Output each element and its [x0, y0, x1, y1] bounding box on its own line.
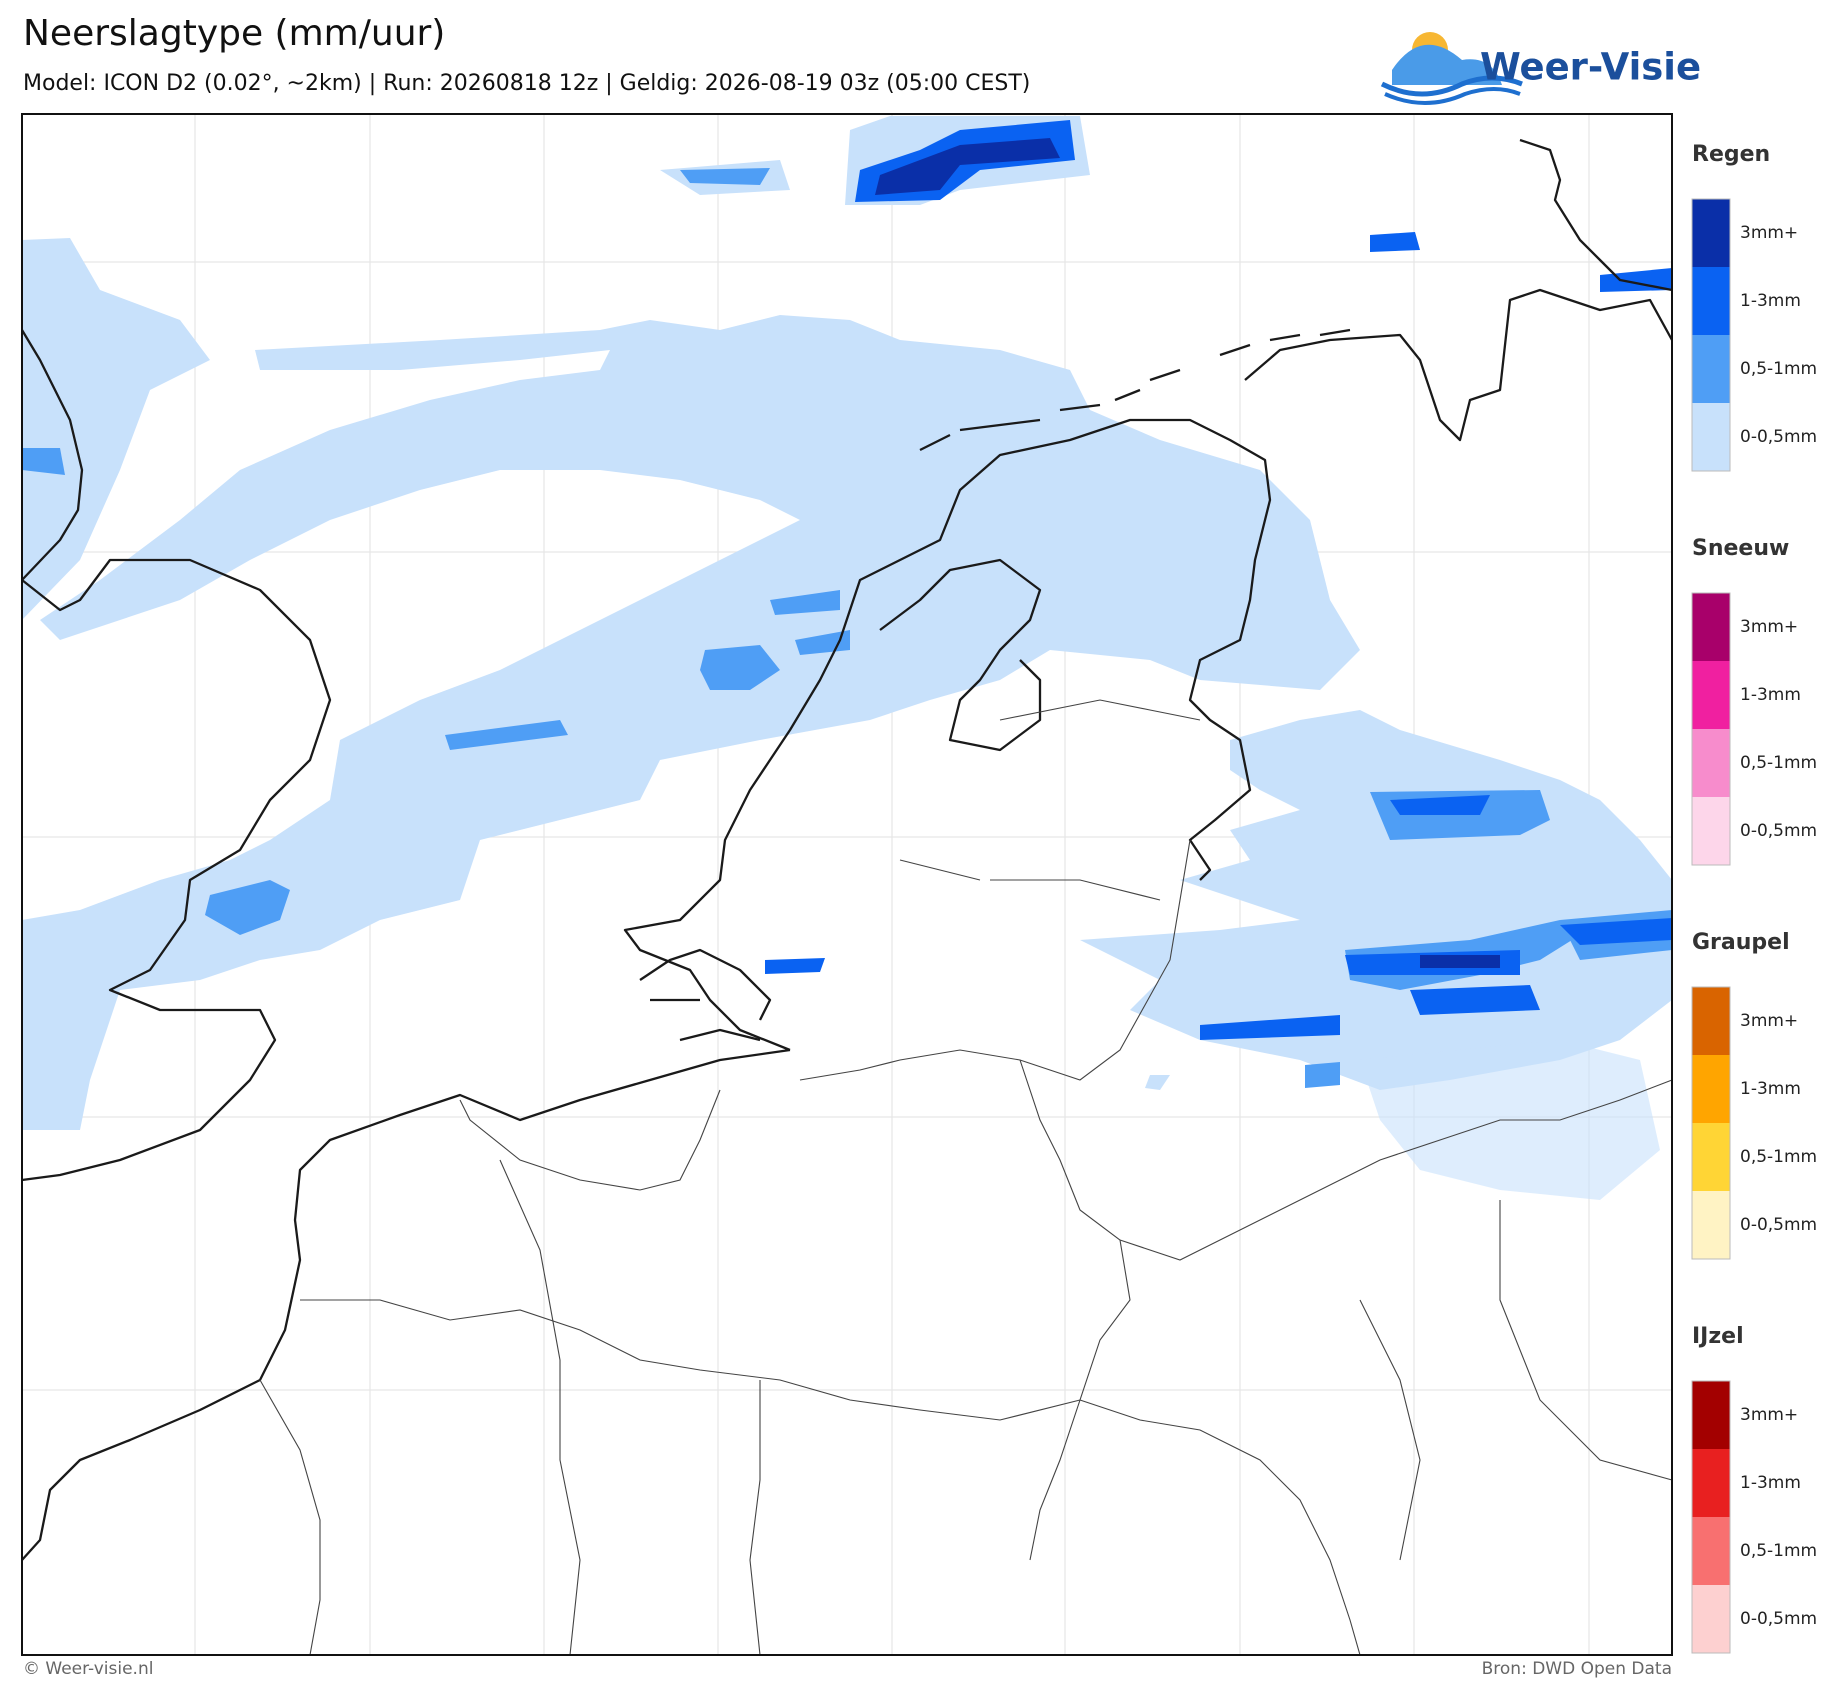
- title: Neerslagtype (mm/uur): [23, 13, 445, 54]
- legend-label: 0-0,5mm: [1740, 1215, 1817, 1235]
- legend-label: 1-3mm: [1740, 291, 1801, 311]
- legend-swatch: [1692, 403, 1730, 471]
- legend-swatch: [1692, 1123, 1730, 1191]
- legend-swatch: [1692, 593, 1730, 661]
- legend-title: Regen: [1692, 142, 1770, 167]
- legend-swatch: [1692, 987, 1730, 1055]
- map: [21, 113, 1674, 1656]
- subtitle: Model: ICON D2 (0.02°, ~2km) | Run: 2026…: [23, 71, 1030, 96]
- legend-frame: [1691, 592, 1731, 866]
- legend-swatch: [1692, 729, 1730, 797]
- legend-label: 0,5-1mm: [1740, 1147, 1817, 1167]
- map-frame: [21, 113, 1673, 1656]
- footer-credit: © Weer-visie.nl: [23, 1659, 153, 1679]
- footer-source: Bron: DWD Open Data: [1482, 1659, 1672, 1679]
- legend-label: 3mm+: [1740, 1011, 1798, 1031]
- legend-label: 0-0,5mm: [1740, 1609, 1817, 1629]
- precipitation: [22, 116, 1672, 1200]
- legend-swatch: [1692, 199, 1730, 267]
- legend-label: 1-3mm: [1740, 1079, 1801, 1099]
- legend-label: 1-3mm: [1740, 1473, 1801, 1493]
- legend-swatch: [1692, 1381, 1730, 1449]
- legend-label: 0-0,5mm: [1740, 427, 1817, 447]
- legend-swatch: [1692, 1191, 1730, 1259]
- logo-text: Weer-Visie: [1480, 46, 1701, 89]
- legend-label: 3mm+: [1740, 617, 1798, 637]
- legend-label: 0-0,5mm: [1740, 821, 1817, 841]
- borders: [259, 699, 1673, 1656]
- legend-label: 3mm+: [1740, 1405, 1798, 1425]
- legend-swatch: [1692, 1055, 1730, 1123]
- legend: Regen 3mm+ 1-3mm 0,5-1mm 0-0,5mm Sneeuw 3mm+ 1-…: [1691, 142, 1817, 1654]
- logo: Weer-Visie: [1380, 32, 1701, 105]
- legend-title: Sneeuw: [1692, 536, 1789, 561]
- legend-label: 1-3mm: [1740, 685, 1801, 705]
- legend-swatch: [1692, 797, 1730, 865]
- legend-title: IJzel: [1692, 1324, 1744, 1349]
- legend-label: 0,5-1mm: [1740, 359, 1817, 379]
- legend-swatch: [1692, 335, 1730, 403]
- legend-swatch: [1692, 267, 1730, 335]
- legend-swatch: [1692, 1449, 1730, 1517]
- legend-label: 3mm+: [1740, 223, 1798, 243]
- legend-frame: [1691, 198, 1731, 472]
- legend-frame: [1691, 1380, 1731, 1654]
- legend-title: Graupel: [1692, 930, 1790, 955]
- legend-label: 0,5-1mm: [1740, 753, 1817, 773]
- legend-swatch: [1692, 1517, 1730, 1585]
- legend-swatch: [1692, 661, 1730, 729]
- coastlines: [21, 138, 1674, 1561]
- legend-swatch: [1692, 1585, 1730, 1653]
- legend-frame: [1691, 986, 1731, 1260]
- legend-label: 0,5-1mm: [1740, 1541, 1817, 1561]
